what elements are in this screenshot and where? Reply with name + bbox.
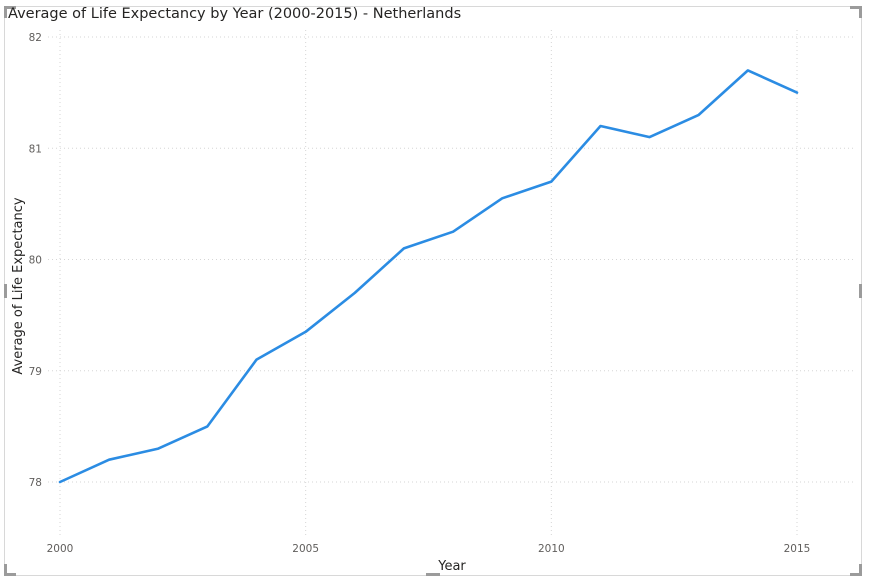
data-point[interactable] <box>253 356 261 364</box>
data-point[interactable] <box>596 122 604 130</box>
data-point[interactable] <box>695 111 703 119</box>
data-point[interactable] <box>400 244 408 252</box>
data-point[interactable] <box>351 289 359 297</box>
data-point[interactable] <box>203 422 211 430</box>
y-tick-label: 79 <box>29 366 42 378</box>
data-point[interactable] <box>105 456 113 464</box>
chart-title: Average of Life Expectancy by Year (2000… <box>8 6 462 22</box>
y-tick-label: 78 <box>29 477 42 489</box>
resize-handle-top-left[interactable] <box>4 6 16 9</box>
grid-layer <box>48 30 855 535</box>
data-point[interactable] <box>547 178 555 186</box>
series-line[interactable] <box>58 69 799 484</box>
resize-handle-bottom-left-v[interactable] <box>4 564 7 576</box>
x-axis-title: Year <box>437 559 466 574</box>
data-point[interactable] <box>744 66 752 74</box>
resize-handle-top-right[interactable] <box>850 6 862 9</box>
x-tick-label: 2015 <box>784 543 811 555</box>
data-point[interactable] <box>498 194 506 202</box>
y-tick-label: 80 <box>29 255 42 267</box>
x-tick-label: 2005 <box>292 543 319 555</box>
resize-handle-bottom-right-v[interactable] <box>859 564 862 576</box>
x-tick-label: 2000 <box>47 543 74 555</box>
resize-handle-bottom-right[interactable] <box>850 573 862 576</box>
y-axis-title: Average of Life Expectancy <box>11 197 26 374</box>
resize-handle-top-left-v[interactable] <box>4 6 7 18</box>
resize-handle-top-right-v[interactable] <box>859 6 862 18</box>
data-point[interactable] <box>56 478 64 486</box>
x-axis-ticks: 2000 2005 2010 2015 <box>47 543 811 555</box>
resize-handle-right-mid[interactable] <box>859 284 862 298</box>
data-point[interactable] <box>449 228 457 236</box>
series-layer <box>56 66 801 486</box>
resize-handle-bottom-mid[interactable] <box>426 573 440 576</box>
y-tick-label: 81 <box>29 143 42 155</box>
data-point[interactable] <box>646 133 654 141</box>
y-axis-ticks: 78 79 80 81 82 <box>29 32 42 489</box>
data-point[interactable] <box>154 445 162 453</box>
data-point[interactable] <box>793 89 801 97</box>
resize-handle-left-mid[interactable] <box>4 284 7 298</box>
resize-handle-bottom-left[interactable] <box>4 573 16 576</box>
x-tick-label: 2010 <box>538 543 565 555</box>
data-point[interactable] <box>302 328 310 336</box>
y-tick-label: 82 <box>29 32 42 44</box>
